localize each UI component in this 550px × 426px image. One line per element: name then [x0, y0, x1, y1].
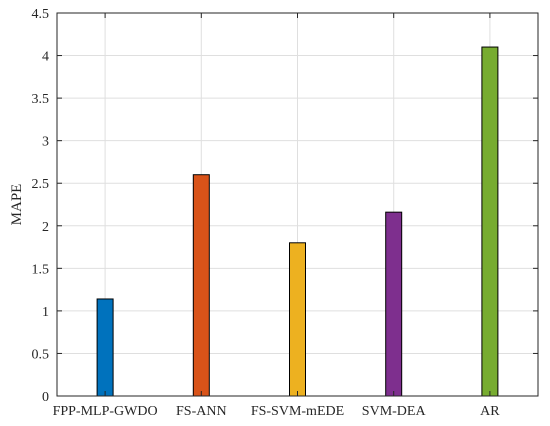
y-tick-label: 1: [42, 305, 49, 320]
x-tick-label: FS-ANN: [176, 404, 227, 419]
y-axis-label: MAPE: [9, 184, 25, 226]
y-tick-label: 2: [42, 220, 49, 235]
y-axis-ticks: 0 0.5 1 1.5 2 2.5 3 3.5 4 4.5: [32, 7, 538, 405]
x-axis-ticks: FPP-MLP-GWDO FS-ANN FS-SVM-mEDE SVM-DEA AR: [53, 13, 500, 419]
y-tick-label: 3.5: [32, 92, 50, 107]
bars: [96, 46, 499, 397]
bar-fs-svm-mede: [289, 242, 306, 397]
bar-ar: [481, 46, 499, 397]
x-tick-label: SVM-DEA: [362, 404, 427, 419]
x-tick-label: FPP-MLP-GWDO: [53, 404, 158, 419]
y-tick-label: 4.5: [32, 7, 50, 22]
bar-fpp-mlp-gwdo: [96, 298, 114, 397]
y-tick-label: 0: [42, 390, 49, 405]
y-tick-label: 3: [42, 135, 49, 150]
y-tick-label: 0.5: [32, 347, 50, 362]
x-tick-label: FS-SVM-mEDE: [251, 404, 344, 419]
y-tick-label: 1.5: [32, 262, 50, 277]
x-tick-label: AR: [480, 404, 500, 419]
bar-svm-dea: [385, 211, 403, 397]
y-tick-label: 2.5: [32, 177, 50, 192]
y-tick-label: 4: [42, 50, 49, 65]
bar-fs-ann: [192, 174, 210, 397]
